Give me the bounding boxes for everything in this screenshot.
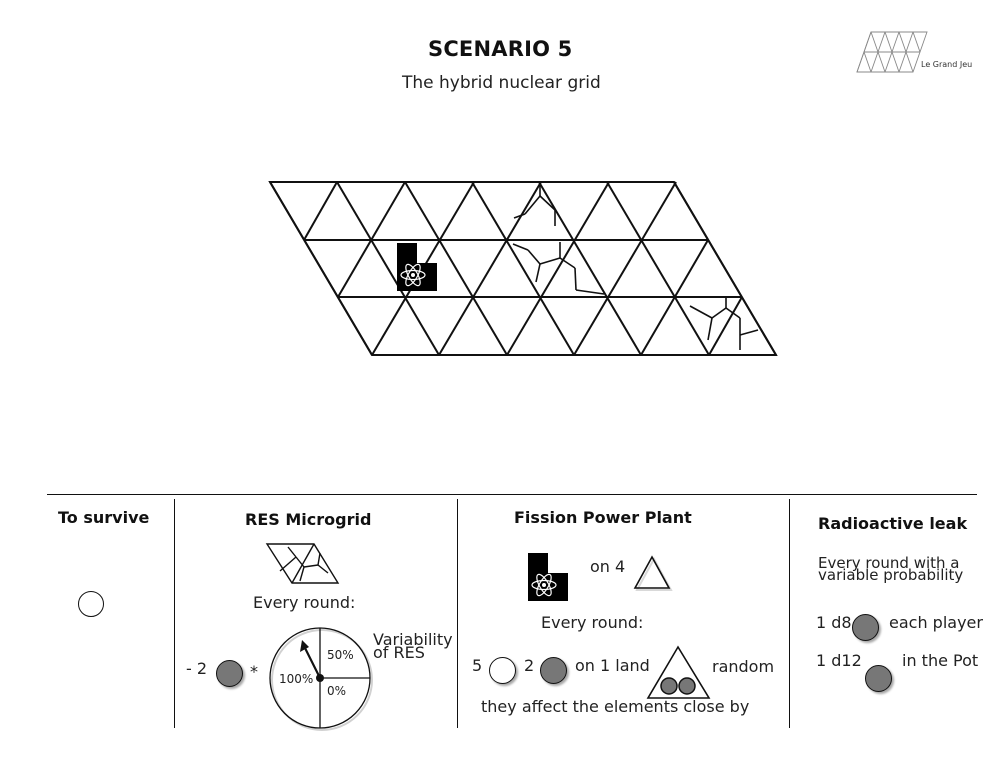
fission-on-land: on 1 land — [575, 656, 650, 675]
fission-every-round: Every round: — [541, 613, 644, 632]
leak-target2: in the Pot — [902, 651, 979, 670]
variability-line1: Variability — [373, 630, 453, 649]
res-multiply: * — [250, 662, 258, 681]
grey-token — [865, 665, 892, 692]
board-grid-lines — [268, 181, 778, 356]
leak-die1: 1 d8 — [816, 613, 852, 632]
leak-line1: Every round with a — [818, 554, 960, 572]
fission-grey-count: 2 — [524, 656, 535, 675]
scenario-title: SCENARIO 5 — [428, 37, 573, 61]
leak-heading: Radioactive leak — [818, 514, 968, 533]
column-divider — [174, 499, 175, 728]
leak-target1: each player — [889, 613, 983, 632]
fission-on-count: on 4 — [590, 557, 626, 576]
section-divider — [47, 494, 977, 495]
res-minus-value: - 2 — [186, 659, 208, 678]
dial-label-100: 100% — [279, 672, 314, 686]
microgrid-icon — [265, 543, 340, 584]
fission-note: they affect the elements close by — [481, 697, 750, 716]
column-divider — [457, 499, 458, 728]
grey-token — [852, 614, 879, 641]
res-every-round: Every round: — [253, 593, 356, 612]
survive-heading: To survive — [58, 508, 150, 527]
dial-needle — [303, 645, 321, 679]
land-triangle-icon — [646, 645, 711, 699]
variability-dial — [269, 627, 373, 731]
atom-icon — [397, 243, 437, 291]
column-divider — [789, 499, 790, 728]
hex-triangle-board — [268, 181, 778, 356]
triangle-icon — [633, 555, 673, 591]
microgrid-tile — [512, 242, 605, 295]
dial-label-0: 0% — [327, 684, 347, 698]
atom-icon — [528, 553, 568, 601]
variability-line2: of RES — [373, 643, 425, 662]
scenario-subtitle: The hybrid nuclear grid — [402, 73, 601, 93]
microgrid-tile — [513, 183, 556, 226]
res-heading: RES Microgrid — [245, 510, 372, 529]
leak-die2: 1 d12 — [816, 651, 862, 670]
white-token — [489, 657, 516, 684]
fission-heading: Fission Power Plant — [514, 508, 692, 527]
fission-random: random — [712, 657, 775, 676]
grey-token — [216, 660, 243, 687]
microgrid-tile — [689, 298, 759, 350]
grey-token — [540, 657, 567, 684]
survive-token — [78, 591, 104, 617]
fission-white-count: 5 — [472, 656, 483, 675]
dial-label-50: 50% — [327, 648, 354, 662]
logo-grid-icon — [856, 31, 928, 73]
logo-text: Le Grand Jeu — [921, 60, 973, 69]
res-microgrid-tiles — [512, 183, 759, 350]
leak-line2: variable probability — [818, 566, 964, 584]
